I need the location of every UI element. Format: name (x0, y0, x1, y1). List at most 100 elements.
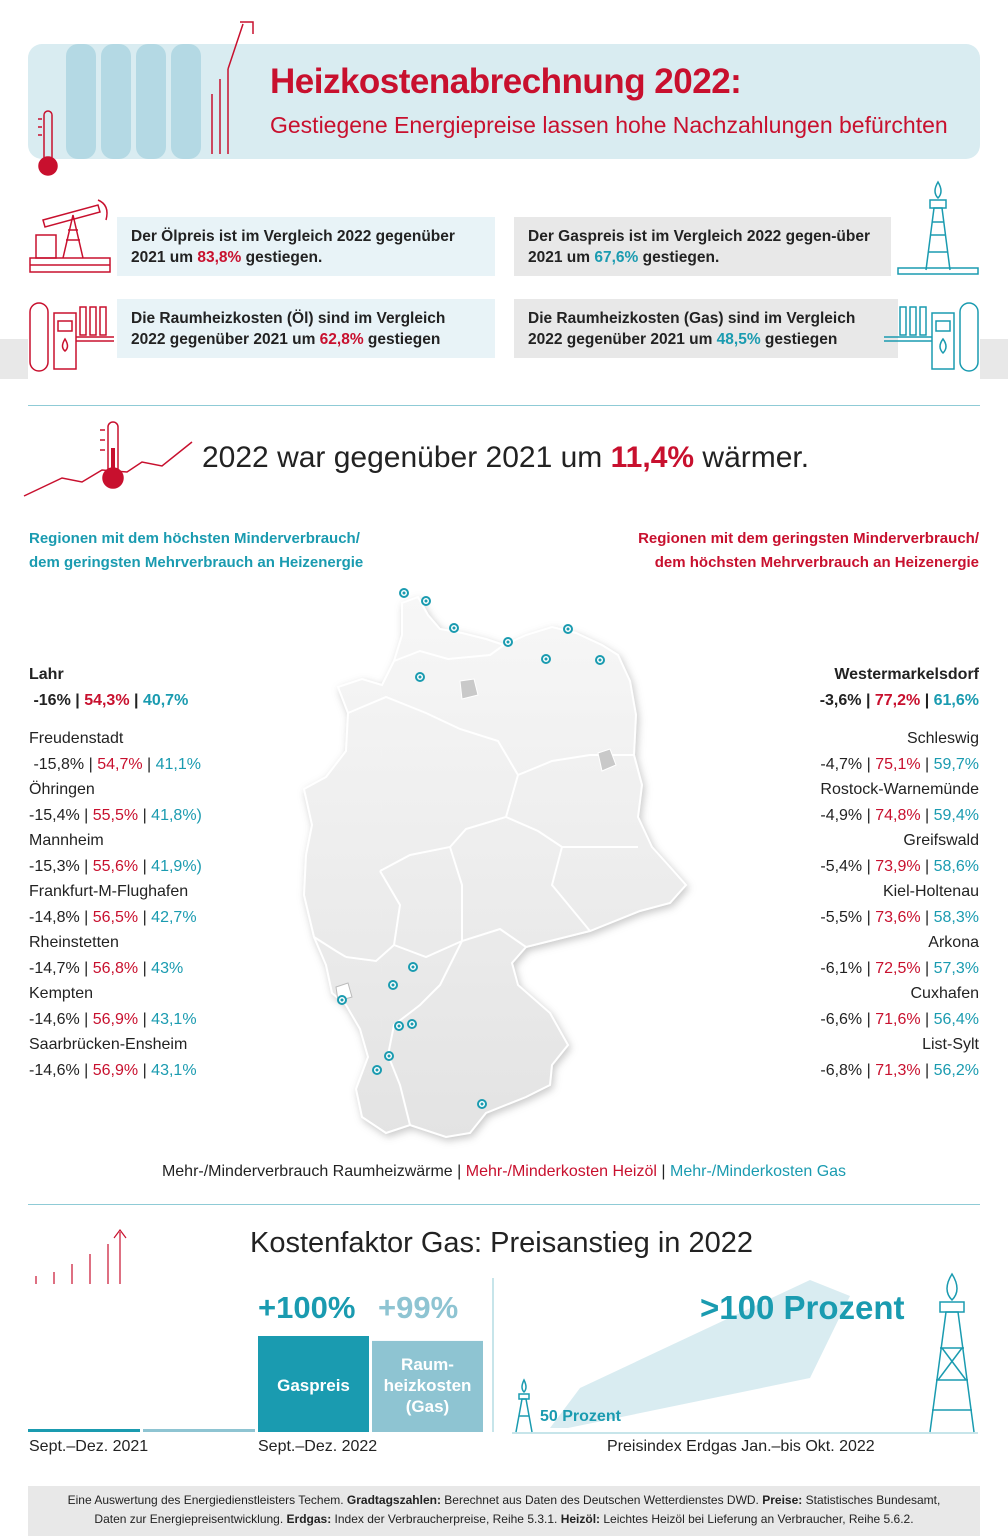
station-gas: 41,1% (155, 755, 201, 773)
page-title: Heizkostenabrechnung 2022: (270, 62, 742, 101)
grey-strip (980, 339, 1008, 379)
station-gas: 58,3% (933, 908, 979, 926)
station-consumption: -14,6% (29, 1061, 80, 1079)
station-consumption: -3,6% (819, 691, 862, 709)
list-item: Cuxhafen -6,6% | 71,6% | 56,4% (820, 981, 979, 1032)
list-item: Arkona -6,1% | 72,5% | 57,3% (820, 930, 979, 981)
footer-label: Gradtagszahlen: (346, 1493, 441, 1507)
station-gas: 57,3% (933, 959, 979, 977)
x-label-2022: Sept.–Dez. 2022 (258, 1438, 378, 1455)
station-consumption: -4,7% (820, 755, 863, 773)
station-consumption: -5,4% (820, 857, 863, 875)
bar-label-gas: Gaspreis (277, 1376, 350, 1395)
list-item: Rostock-Warnemünde -4,9% | 74,8% | 59,4% (820, 777, 979, 828)
fact-oil-price: Der Ölpreis ist im Vergleich 2022 gegenü… (117, 217, 495, 276)
station-consumption: -15,3% (29, 857, 80, 875)
station-name: Schleswig (906, 730, 979, 747)
station-gas: 58,6% (933, 857, 979, 875)
station-name: List-Sylt (922, 1036, 979, 1053)
station-gas: 61,6% (933, 691, 979, 709)
radiator-fin (136, 44, 166, 159)
station-gas: 43,1% (151, 1061, 197, 1079)
header-band (28, 44, 980, 159)
index-value-big: >100 Prozent (700, 1289, 905, 1326)
map-legend: Mehr-/Minderverbrauch Raumheizwärme | Me… (161, 1163, 847, 1180)
station-name: Saarbrücken-Ensheim (29, 1036, 188, 1053)
station-oil: 56,5% (92, 908, 139, 926)
footer-text: Berechnet aus Daten des Deutschen Wetter… (440, 1493, 763, 1507)
bar-label-line: Raum- (401, 1355, 454, 1374)
bar-label-line: (Gas) (405, 1397, 450, 1416)
warmer-text: wärmer. (694, 441, 810, 474)
warmer-value: 11,4% (610, 441, 695, 474)
legend-gas: Mehr-/Minderkosten Gas (669, 1163, 847, 1180)
footer-text: Daten zur Energiepreisentwicklung. (94, 1512, 287, 1526)
thermometer-icon (23, 421, 193, 497)
station-consumption: -14,7% (29, 959, 80, 977)
station-oil: 56,9% (92, 1061, 139, 1079)
station-consumption: -14,6% (29, 1010, 80, 1028)
station-consumption: -4,9% (820, 806, 863, 824)
station-name: Arkona (928, 934, 979, 951)
station-oil: 75,1% (875, 755, 921, 773)
station-oil: 54,7% (97, 755, 143, 773)
pct-gas: +100% (258, 1290, 356, 1325)
fact-value: 83,8% (197, 249, 242, 266)
list-item: Mannheim -15,3% | 55,6% | 41,9%) (29, 828, 202, 879)
list-item: List-Sylt -6,8% | 71,3% | 56,2% (820, 1032, 979, 1083)
list-item: Frankfurt-M-Flughafen -14,8% | 56,5% | 42… (29, 879, 202, 930)
station-name: Rostock-Warnemünde (820, 781, 979, 798)
station-oil: 55,5% (92, 806, 139, 824)
footer-label: Heizöl: (560, 1512, 601, 1526)
station-oil: 54,3% (84, 691, 130, 709)
station-oil: 77,2% (874, 691, 921, 709)
station-oil: 56,9% (92, 1010, 139, 1028)
station-gas: 56,2% (933, 1061, 979, 1079)
bar-label-line: heizkosten (383, 1376, 472, 1395)
fact-text: gestiegen. (241, 249, 323, 266)
station-name: Freudenstadt (29, 730, 124, 747)
radiator-fin (171, 44, 201, 159)
list-item: Greifswald -5,4% | 73,9% | 58,6% (820, 828, 979, 879)
fact-text: gestiegen (363, 331, 441, 348)
bar-raumheizkosten (372, 1340, 483, 1432)
gas-tower-small-icon (515, 1378, 533, 1433)
warmer-text: 2022 war gegenüber 2021 um (202, 441, 611, 474)
right-top-station: Westermarkelsdorf -3,6% | 77,2% | 61,6% (820, 662, 979, 713)
station-gas: 41,9%) (151, 857, 202, 875)
gas-section-title: Kostenfaktor Gas: Preisanstieg in 2022 (250, 1227, 753, 1259)
station-oil: 73,9% (875, 857, 921, 875)
gas-tower-icon (897, 180, 979, 275)
gas-bar-chart (28, 1278, 494, 1432)
station-oil: 74,8% (875, 806, 921, 824)
station-gas: 41,8%) (151, 806, 202, 824)
fact-text: Die Raumheizkosten (Öl) sind im Vergleic… (131, 310, 446, 348)
station-oil: 72,5% (875, 959, 921, 977)
footer-text: Statistisches Bundesamt, (802, 1493, 941, 1507)
fact-value: 48,5% (716, 331, 761, 348)
station-gas: 59,7% (933, 755, 979, 773)
rising-bars-icon (35, 1229, 127, 1284)
fact-text: Der Ölpreis ist im Vergleich 2022 gegenü… (131, 228, 455, 266)
station-consumption: -6,8% (820, 1061, 863, 1079)
station-name: Öhringen (29, 781, 95, 798)
heading-line: Regionen mit dem geringsten Minderverbra… (638, 530, 979, 547)
bar-2021-heating (143, 1429, 255, 1432)
oil-boiler-icon (29, 302, 114, 372)
thermometer-rising-icon (38, 21, 254, 176)
list-item: Rheinstetten -14,7% | 56,8% | 43% (29, 930, 202, 981)
list-item: Schleswig -4,7% | 75,1% | 59,7% (820, 726, 979, 777)
radiator-fin (101, 44, 131, 159)
divider (28, 405, 980, 406)
fact-value: 67,6% (594, 249, 639, 266)
footer-text: Eine Auswertung des Energiedienstleister… (67, 1493, 347, 1507)
index-arrow (550, 1280, 850, 1428)
station-consumption: -5,5% (820, 908, 863, 926)
divider (28, 1204, 980, 1205)
page-subtitle: Gestiegene Energiepreise lassen hohe Nac… (270, 112, 948, 138)
station-consumption: -14,8% (29, 908, 80, 926)
left-region-heading: Regionen mit dem höchsten Minderverbrauc… (29, 527, 363, 575)
list-item: Öhringen -15,4% | 55,5% | 41,8%) (29, 777, 202, 828)
station-consumption: -16% (33, 691, 71, 709)
station-name: Mannheim (29, 832, 104, 849)
